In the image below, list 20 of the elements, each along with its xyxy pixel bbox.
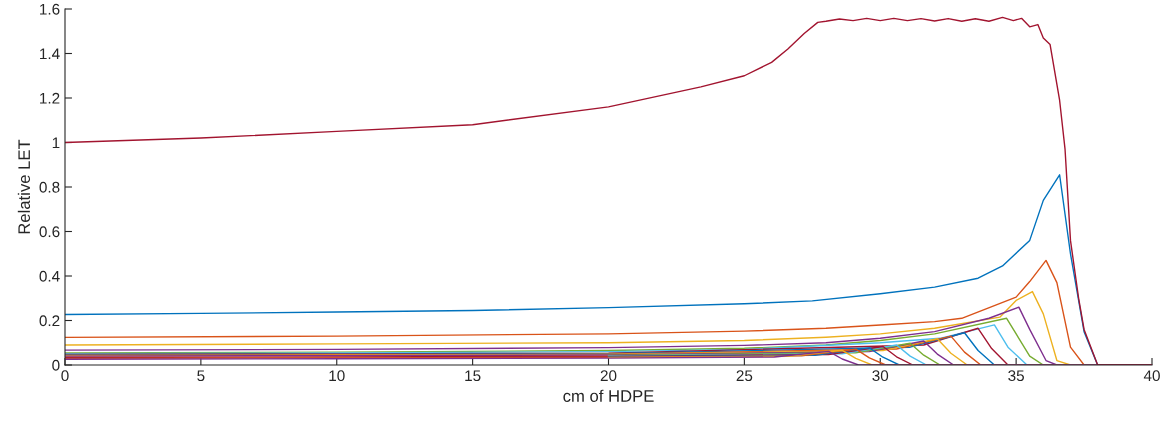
y-tick-label: 1 (52, 137, 60, 149)
y-tick-label: 0.6 (39, 226, 60, 238)
x-axis-title: cm of HDPE (563, 389, 654, 402)
y-axis-title: Relative LET (17, 139, 31, 234)
y-tick-label: 0.8 (39, 181, 60, 193)
x-tick-label: 10 (329, 370, 345, 382)
x-tick-label: 5 (197, 370, 205, 382)
y-tick-label: 0.4 (39, 270, 60, 282)
y-tick-label: 0 (52, 359, 60, 371)
x-tick-label: 15 (465, 370, 481, 382)
x-tick-label: 35 (1008, 370, 1024, 382)
y-tick-label: 1.4 (40, 48, 60, 60)
x-tick-label: 0 (61, 370, 69, 382)
y-tick-label: 1.2 (40, 92, 60, 104)
x-tick-label: 30 (872, 370, 889, 382)
x-tick-label: 20 (600, 370, 617, 382)
x-tick-label: 40 (1143, 370, 1160, 382)
y-tick-label: 1.6 (40, 3, 60, 15)
y-tick-label: 0.2 (39, 315, 60, 327)
x-tick-label: 25 (736, 370, 753, 382)
